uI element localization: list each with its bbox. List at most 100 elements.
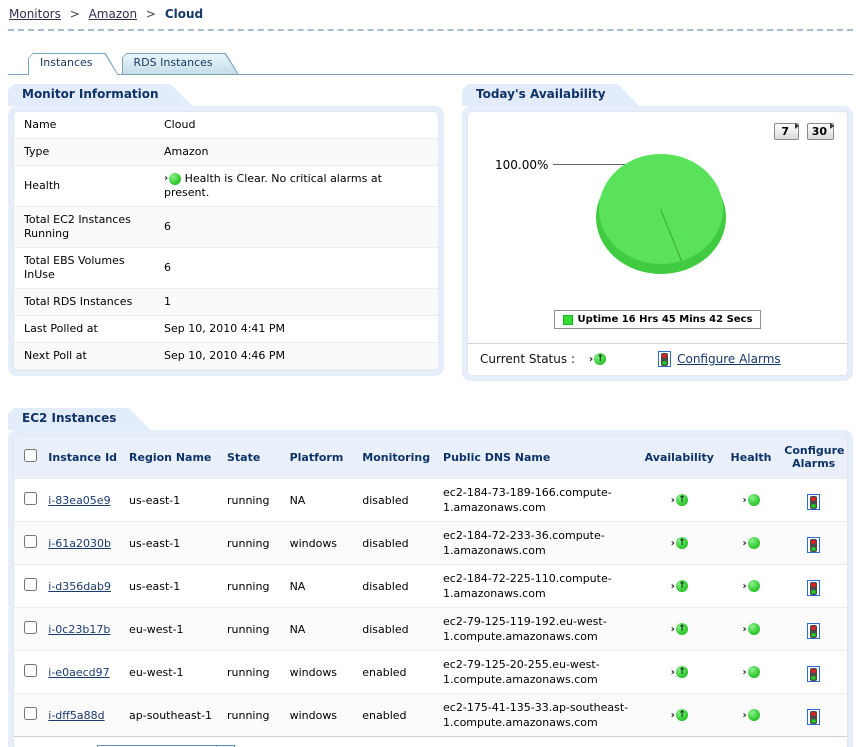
info-row: Last Polled at Sep 10, 2010 4:41 PM — [14, 316, 438, 343]
dns-cell: ec2-175-41-135-33.ap-southeast-1.compute… — [443, 701, 629, 729]
info-label: Health — [24, 179, 61, 192]
platform-cell: NA — [289, 493, 306, 507]
platform-cell: NA — [289, 579, 306, 593]
monitoring-cell: enabled — [362, 708, 407, 722]
info-value-text: 1 — [164, 295, 171, 308]
traffic-light-icon[interactable] — [807, 580, 821, 597]
state-cell: running — [226, 536, 270, 550]
info-value: Amazon — [154, 139, 438, 166]
availability-up-icon — [671, 536, 688, 551]
tab-rds-instances[interactable]: RDS Instances — [122, 53, 239, 74]
state-cell: running — [226, 579, 270, 593]
info-label: Type — [24, 145, 50, 158]
col-header-platform: Platform — [285, 436, 359, 479]
traffic-light-icon[interactable] — [807, 623, 821, 640]
info-value-text: Amazon — [164, 145, 209, 158]
history-7-day-button[interactable]: 7 — [773, 123, 799, 140]
info-value: Sep 10, 2010 4:46 PM — [154, 343, 438, 370]
platform-cell: NA — [289, 622, 306, 636]
configure-alarms-link[interactable]: Configure Alarms — [677, 352, 781, 366]
tab-label: Instances — [40, 56, 93, 69]
uptime-pie — [595, 154, 726, 274]
instance-id-link[interactable]: i-83ea05e9 — [48, 493, 111, 507]
breadcrumb: Monitors > Amazon > Cloud — [8, 7, 853, 21]
info-row: Total RDS Instances 1 — [14, 288, 438, 316]
instance-id-link[interactable]: i-e0aecd97 — [48, 665, 110, 679]
col-header-availability: Availability — [636, 436, 722, 479]
traffic-light-icon[interactable] — [807, 709, 821, 726]
instance-row: i-e0aecd97 eu-west-1 running windows ena… — [14, 650, 847, 694]
dns-cell: ec2-79-125-119-192.eu-west-1.compute.ama… — [443, 615, 607, 643]
state-cell: running — [226, 665, 270, 679]
info-value: Cloud — [154, 112, 438, 139]
breadcrumb-link-monitors[interactable]: Monitors — [9, 7, 61, 21]
tab-instances[interactable]: Instances — [28, 53, 119, 75]
health-clear-icon — [742, 665, 760, 680]
info-value-text: 6 — [164, 261, 171, 274]
health-clear-icon — [742, 622, 760, 637]
action-bar: Action --Select Action-- — [14, 736, 847, 747]
availability-pie-chart: 7 30 100.00% — [468, 112, 847, 344]
row-checkbox[interactable] — [24, 620, 37, 634]
availability-up-icon — [671, 708, 688, 723]
health-clear-icon — [742, 579, 760, 594]
monitoring-cell: disabled — [362, 493, 409, 507]
availability-up-icon — [671, 493, 688, 508]
select-all-checkbox[interactable] — [24, 449, 37, 462]
tab-bar: Instances RDS Instances — [8, 52, 853, 75]
traffic-light-icon[interactable] — [807, 494, 821, 511]
row-checkbox[interactable] — [24, 577, 37, 591]
history-30-day-button[interactable]: 30 — [806, 123, 834, 140]
instance-row: i-0c23b17b eu-west-1 running NA disabled… — [14, 607, 847, 651]
info-value-text: 6 — [164, 220, 171, 233]
current-status-row: Current Status : Configure Alarms — [468, 344, 847, 375]
dns-cell: ec2-184-72-233-36.compute-1.amazonaws.co… — [443, 529, 605, 557]
pie-data-label: 100.00% — [495, 158, 549, 172]
row-checkbox[interactable] — [24, 663, 37, 677]
health-clear-icon — [742, 493, 760, 508]
col-header-region-name: Region Name — [125, 436, 223, 479]
info-value-text: Sep 10, 2010 4:41 PM — [164, 322, 286, 335]
ec2-instances-panel: EC2 Instances Instance Id Region Name — [8, 408, 853, 747]
instance-id-link[interactable]: i-d356dab9 — [48, 579, 111, 593]
uptime-legend-label: Uptime 16 Hrs 45 Mins 42 Secs — [577, 314, 753, 325]
instance-id-link[interactable]: i-0c23b17b — [48, 622, 111, 636]
monitoring-cell: disabled — [362, 536, 409, 550]
info-label: Total RDS Instances — [24, 295, 133, 308]
instance-id-link[interactable]: i-dff5a88d — [48, 708, 105, 722]
row-checkbox[interactable] — [24, 491, 37, 505]
info-value: 6 — [154, 207, 438, 248]
instance-id-link[interactable]: i-61a2030b — [48, 536, 112, 550]
row-checkbox[interactable] — [24, 706, 37, 720]
region-cell: us-east-1 — [129, 536, 181, 550]
table-header-row: Instance Id Region Name State Platform M… — [14, 436, 847, 479]
instance-row: i-83ea05e9 us-east-1 running NA disabled… — [14, 478, 847, 522]
availability-panel: Today's Availability 7 30 — [462, 84, 853, 381]
info-label: Last Polled at — [24, 322, 98, 335]
breadcrumb-separator: > — [145, 7, 156, 21]
info-row: Next Poll at Sep 10, 2010 4:46 PM — [14, 342, 438, 370]
traffic-light-icon[interactable] — [807, 537, 821, 554]
dns-cell: ec2-184-72-225-110.compute-1.amazonaws.c… — [443, 572, 612, 600]
panel-title: Monitor Information — [8, 84, 193, 106]
monitor-info-table: Name Cloud Type — [14, 112, 438, 370]
pie-legend: Uptime 16 Hrs 45 Mins 42 Secs — [553, 310, 762, 329]
health-clear-icon — [742, 536, 760, 551]
instance-row: i-61a2030b us-east-1 running windows dis… — [14, 521, 847, 565]
health-clear-icon — [164, 172, 182, 186]
info-row: Health Health is Clear. No critical alar… — [14, 166, 438, 207]
monitor-information-panel: Monitor Information Name Cloud — [8, 84, 444, 376]
row-checkbox[interactable] — [24, 534, 37, 548]
info-value-text: Sep 10, 2010 4:46 PM — [164, 349, 286, 362]
panel-title: EC2 Instances — [8, 408, 150, 430]
traffic-light-icon[interactable] — [658, 351, 672, 367]
panel-title: Today's Availability — [462, 84, 640, 106]
traffic-light-icon[interactable] — [807, 666, 821, 683]
region-cell: eu-west-1 — [129, 622, 184, 636]
info-row: Type Amazon — [14, 138, 438, 166]
breadcrumb-link-amazon[interactable]: Amazon — [88, 7, 138, 21]
region-cell: eu-west-1 — [129, 665, 184, 679]
col-header-instance-id: Instance Id — [44, 436, 126, 479]
availability-up-icon — [671, 665, 688, 680]
